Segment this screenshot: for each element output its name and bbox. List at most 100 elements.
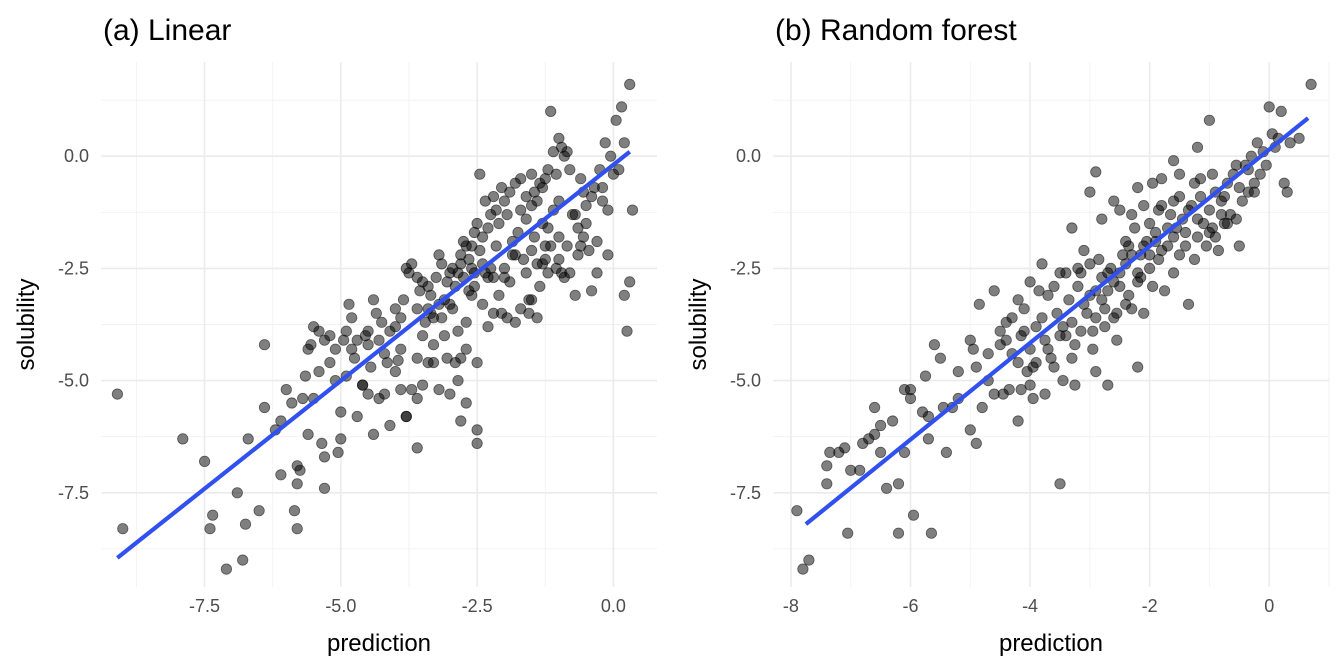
data-point <box>1263 101 1275 113</box>
data-point <box>821 478 833 490</box>
data-point <box>1191 141 1204 153</box>
data-point <box>406 383 418 396</box>
data-point <box>1305 78 1317 91</box>
data-point <box>621 325 633 337</box>
data-point <box>1188 253 1201 265</box>
data-point <box>482 321 494 333</box>
data-point <box>868 401 881 414</box>
data-point <box>1156 244 1168 257</box>
data-point <box>525 200 538 212</box>
data-point <box>471 217 483 230</box>
x-tick-label: -2 <box>1142 596 1158 616</box>
data-point <box>466 289 478 301</box>
data-point <box>479 195 491 207</box>
y-tick-label: 0.0 <box>736 146 761 166</box>
data-point <box>1069 379 1081 391</box>
data-point <box>1054 330 1066 342</box>
data-point <box>286 397 298 409</box>
data-point <box>1156 173 1168 185</box>
data-point <box>1066 352 1078 364</box>
data-point <box>525 294 538 306</box>
data-point <box>1206 168 1219 180</box>
data-point <box>1090 166 1102 178</box>
data-point <box>378 388 391 400</box>
data-point <box>1042 343 1054 355</box>
data-point <box>455 249 467 261</box>
data-point <box>307 321 320 333</box>
data-point <box>335 406 347 418</box>
data-point <box>577 231 590 243</box>
data-point <box>591 235 603 248</box>
data-point <box>482 222 494 234</box>
data-point <box>845 464 857 476</box>
data-point <box>624 78 636 91</box>
data-point <box>416 330 429 342</box>
data-point <box>1012 356 1024 369</box>
y-tick-label: -7.5 <box>730 483 761 503</box>
data-point <box>343 298 355 310</box>
data-point <box>1063 294 1075 306</box>
data-point <box>111 388 124 400</box>
panel-linear: -7.5 -5.0 -2.5 0.0 -7.5 -5.0 -2.5 0.0 (a) Linear… <box>13 14 657 657</box>
data-point <box>791 505 803 517</box>
data-point <box>384 325 396 337</box>
data-point <box>564 267 576 279</box>
data-point <box>1173 249 1186 261</box>
data-point <box>624 276 636 288</box>
data-point <box>367 294 380 306</box>
data-point <box>1126 303 1138 315</box>
data-point <box>528 231 541 243</box>
data-point <box>874 419 887 432</box>
data-point <box>1057 374 1069 387</box>
data-point <box>1042 289 1054 301</box>
data-point <box>384 419 396 432</box>
data-point <box>471 424 483 436</box>
data-point <box>395 343 407 355</box>
data-point <box>457 235 470 248</box>
data-point <box>416 379 429 391</box>
data-point <box>1024 379 1036 391</box>
data-point <box>1236 195 1248 207</box>
panel-title: (b) Random forest <box>775 14 1017 47</box>
data-point <box>455 415 467 427</box>
data-point <box>534 280 546 292</box>
data-point <box>898 446 911 458</box>
data-point <box>452 374 464 387</box>
data-point <box>427 356 440 369</box>
data-point <box>444 388 456 400</box>
data-point <box>509 316 521 328</box>
data-point <box>1123 289 1135 301</box>
data-point <box>596 182 609 194</box>
data-point <box>237 554 249 566</box>
data-point <box>1111 334 1123 346</box>
data-point <box>433 249 445 261</box>
x-tick-label: -7.5 <box>189 596 220 616</box>
data-point <box>1000 316 1012 328</box>
data-point <box>1194 191 1207 203</box>
data-point <box>907 509 920 521</box>
data-point <box>485 209 497 221</box>
data-point <box>1203 204 1216 216</box>
data-point <box>1230 159 1242 171</box>
x-tick-label: -4 <box>1022 596 1038 616</box>
data-point <box>288 505 301 517</box>
data-point <box>970 361 982 373</box>
data-point <box>318 334 331 346</box>
data-point <box>411 442 423 454</box>
data-point <box>1027 392 1039 405</box>
data-point <box>525 244 538 257</box>
data-point <box>1233 182 1245 194</box>
data-point <box>476 298 489 310</box>
data-point <box>797 563 809 575</box>
data-point <box>1168 155 1180 167</box>
data-point <box>1090 312 1102 324</box>
data-point <box>370 307 382 319</box>
data-point <box>973 298 985 310</box>
data-point <box>1153 204 1165 216</box>
data-point <box>1168 231 1180 243</box>
data-point <box>367 428 380 440</box>
y-tick-label: -5.0 <box>730 371 761 391</box>
data-point <box>1132 361 1144 373</box>
data-point <box>572 222 584 234</box>
